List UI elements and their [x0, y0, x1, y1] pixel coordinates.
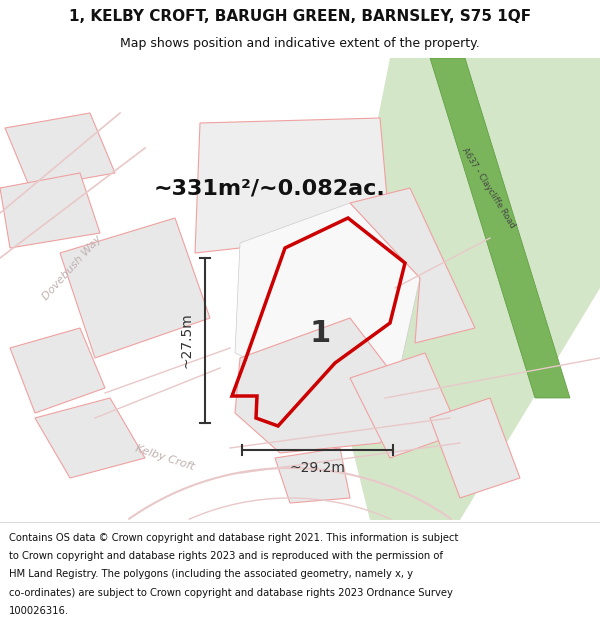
- Polygon shape: [60, 218, 210, 358]
- Polygon shape: [195, 118, 395, 313]
- Polygon shape: [0, 173, 100, 248]
- Polygon shape: [430, 398, 520, 498]
- Text: 1: 1: [310, 319, 331, 348]
- Polygon shape: [275, 448, 350, 503]
- Text: Contains OS data © Crown copyright and database right 2021. This information is : Contains OS data © Crown copyright and d…: [9, 532, 458, 542]
- Text: co-ordinates) are subject to Crown copyright and database rights 2023 Ordnance S: co-ordinates) are subject to Crown copyr…: [9, 588, 453, 598]
- Polygon shape: [10, 328, 105, 413]
- Text: ~27.5m: ~27.5m: [180, 312, 194, 368]
- Polygon shape: [235, 318, 415, 453]
- Text: Kelby Croft: Kelby Croft: [134, 444, 196, 472]
- Polygon shape: [35, 398, 145, 478]
- Text: 1, KELBY CROFT, BARUGH GREEN, BARNSLEY, S75 1QF: 1, KELBY CROFT, BARUGH GREEN, BARNSLEY, …: [69, 9, 531, 24]
- Text: ~331m²/~0.082ac.: ~331m²/~0.082ac.: [154, 178, 386, 198]
- Text: Dovebush Way: Dovebush Way: [40, 234, 104, 302]
- Polygon shape: [5, 113, 115, 188]
- Polygon shape: [235, 203, 420, 388]
- Polygon shape: [350, 353, 460, 458]
- Polygon shape: [430, 58, 570, 398]
- Polygon shape: [330, 58, 600, 520]
- Text: HM Land Registry. The polygons (including the associated geometry, namely x, y: HM Land Registry. The polygons (includin…: [9, 569, 413, 579]
- Text: 100026316.: 100026316.: [9, 606, 69, 616]
- Text: A637 - Claycliffe Road: A637 - Claycliffe Road: [460, 146, 517, 230]
- Text: to Crown copyright and database rights 2023 and is reproduced with the permissio: to Crown copyright and database rights 2…: [9, 551, 443, 561]
- Text: Map shows position and indicative extent of the property.: Map shows position and indicative extent…: [120, 37, 480, 50]
- Polygon shape: [350, 188, 475, 343]
- Text: ~29.2m: ~29.2m: [290, 461, 346, 475]
